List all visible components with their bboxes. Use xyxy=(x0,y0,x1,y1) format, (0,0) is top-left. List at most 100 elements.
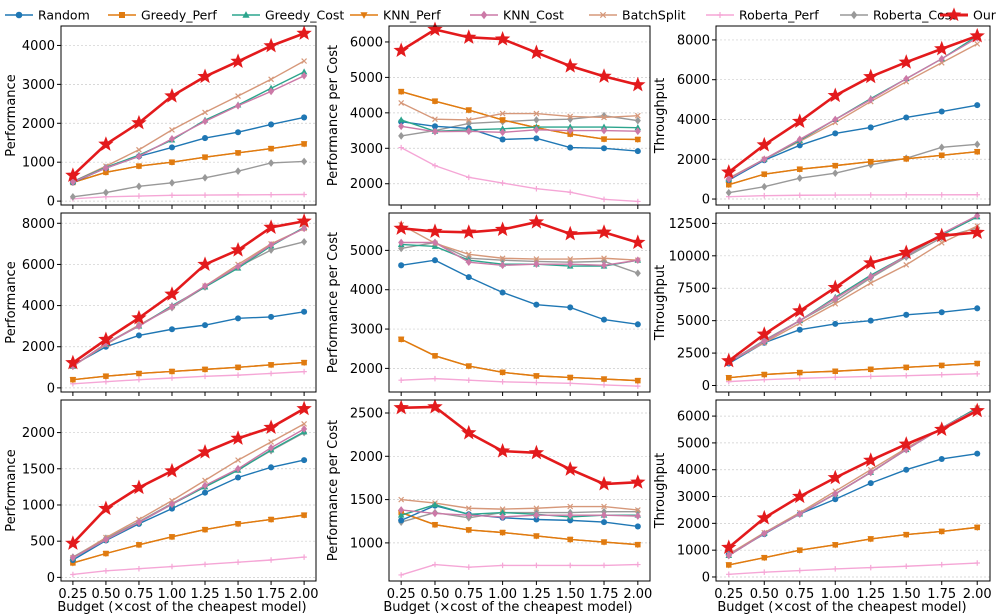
data-point xyxy=(465,258,472,267)
data-point xyxy=(296,213,312,228)
axes-frame xyxy=(715,399,991,582)
y-axis-label: Throughput xyxy=(653,78,668,155)
data-point xyxy=(567,256,574,262)
series-knn-perf xyxy=(397,336,642,385)
legend-marker xyxy=(946,7,962,22)
data-point xyxy=(903,372,909,379)
data-point xyxy=(168,144,176,151)
data-point xyxy=(634,507,641,513)
series-roberta-cost xyxy=(69,157,308,201)
data-point xyxy=(169,563,175,570)
data-point xyxy=(903,261,910,268)
data-point xyxy=(168,534,176,541)
legend-marker xyxy=(717,12,723,18)
data-point xyxy=(938,561,945,568)
y-tick-label: 1000 xyxy=(350,536,383,551)
data-point xyxy=(465,527,473,534)
panels: 01000200030004000Performance200030004000… xyxy=(4,21,992,602)
data-point xyxy=(934,421,950,437)
data-point xyxy=(725,551,732,560)
data-point xyxy=(796,510,803,518)
x-tick-label: 1.25 xyxy=(191,587,220,602)
data-point xyxy=(169,126,175,133)
y-tick-label: 500 xyxy=(30,535,55,550)
data-point xyxy=(499,369,506,376)
data-point xyxy=(938,143,945,152)
series-line xyxy=(728,225,978,363)
panel-r2-c2: 2000 3000 4000 5000 Performance per Cost xyxy=(326,212,651,396)
y-tick-label: 8000 xyxy=(677,33,710,48)
data-point xyxy=(796,135,803,144)
data-point xyxy=(832,374,839,381)
data-point xyxy=(98,136,114,151)
data-point xyxy=(725,562,733,569)
series-line xyxy=(727,34,978,174)
data-point xyxy=(601,255,607,262)
x-tick-label: 1.25 xyxy=(856,587,885,602)
series-knn-cost xyxy=(69,425,308,562)
data-point xyxy=(202,561,208,568)
series-line xyxy=(401,125,638,134)
series-line xyxy=(72,514,305,564)
data-point xyxy=(934,227,950,243)
data-point xyxy=(974,140,981,149)
data-point xyxy=(131,309,147,325)
data-point xyxy=(832,300,839,307)
data-point xyxy=(867,564,874,571)
data-point xyxy=(301,191,307,198)
data-point xyxy=(69,377,77,384)
data-point xyxy=(974,192,980,198)
data-point xyxy=(168,302,176,311)
data-point xyxy=(567,503,574,510)
data-point xyxy=(201,154,209,161)
data-point xyxy=(725,182,733,189)
data-point xyxy=(725,375,733,382)
x-tick-label: 1.75 xyxy=(590,587,619,602)
series-line xyxy=(728,227,978,363)
y-tick-label: 5000 xyxy=(677,314,710,329)
x-tick-label: 2.00 xyxy=(623,587,652,602)
data-point xyxy=(65,535,81,550)
data-point xyxy=(398,238,405,247)
data-point xyxy=(796,326,803,333)
data-point xyxy=(761,529,768,538)
panel-r2-c3: 0 2500 5000 7500 10000 12500 Throughput xyxy=(653,211,991,396)
data-point xyxy=(201,527,209,534)
data-point xyxy=(533,505,540,512)
series-knn-cost xyxy=(398,506,641,521)
data-point xyxy=(136,376,142,383)
data-point xyxy=(528,44,545,60)
series-batchsplit xyxy=(69,58,308,185)
data-point xyxy=(831,542,839,549)
series-knn-perf xyxy=(69,360,308,384)
data-point xyxy=(168,326,176,333)
data-point xyxy=(398,100,405,106)
x-tick-label: 1.50 xyxy=(556,587,585,602)
y-tick-label: 3000 xyxy=(677,490,710,505)
y-axis-label: Performance per Cost xyxy=(326,232,341,373)
data-point xyxy=(562,461,578,476)
data-point xyxy=(969,27,985,43)
data-point xyxy=(533,301,540,308)
data-point xyxy=(867,480,874,487)
axes-frame xyxy=(715,25,991,206)
data-point xyxy=(494,221,511,237)
panel-r3-c2: 1000 1500 2000 2500 0.25 0.50 0.75 1.00 1.25 1.50… xyxy=(326,398,652,602)
series-line xyxy=(72,227,305,367)
data-point xyxy=(938,528,946,535)
data-point xyxy=(831,368,839,375)
data-point xyxy=(867,280,874,286)
data-point xyxy=(867,124,874,131)
data-point xyxy=(168,178,176,187)
data-point xyxy=(398,506,405,514)
data-point xyxy=(168,134,176,143)
data-point xyxy=(202,477,208,484)
legend-label: Greedy_Perf xyxy=(141,8,217,23)
data-point xyxy=(431,257,439,264)
data-point xyxy=(431,501,439,508)
data-point xyxy=(102,551,110,558)
data-point xyxy=(867,95,874,104)
panel-r1-c3: 0 2000 4000 6000 8000 Throughput xyxy=(653,25,991,209)
legend-item-greedy-perf: Greedy_Perf xyxy=(108,8,217,23)
data-point xyxy=(974,211,981,220)
